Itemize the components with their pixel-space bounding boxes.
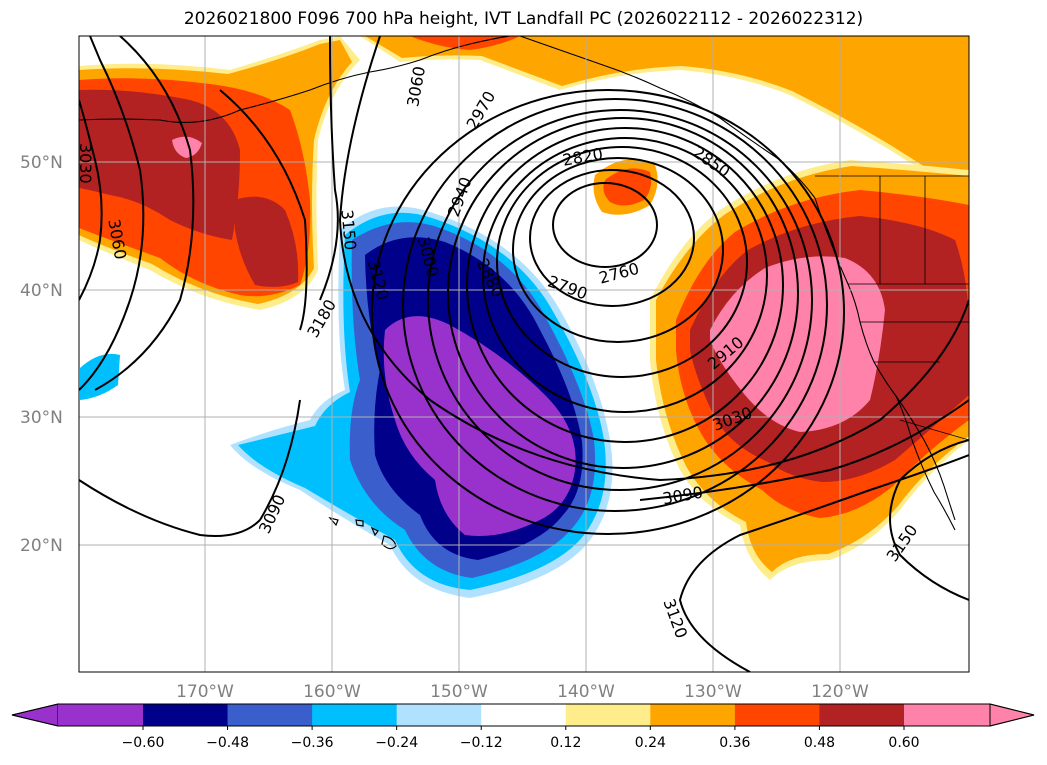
contour-3150-south (889, 439, 969, 601)
contour-3120-south (678, 454, 969, 672)
height-contours (79, 36, 969, 672)
contour-2970 (427, 109, 813, 491)
lon-label-120w: 120°W (811, 682, 869, 702)
colorbar-outline (11, 703, 1035, 727)
contour-3060 (338, 36, 969, 482)
latitude-labels: 50°N 40°N 30°N 20°N (20, 153, 63, 556)
colorbar-tick-label: 0.24 (635, 735, 666, 751)
lon-label-160w: 160°W (303, 682, 361, 702)
contour-3030 (371, 89, 845, 535)
contour-label: 3090 (661, 483, 704, 509)
lon-label-170w: 170°W (176, 682, 234, 702)
contour-3060-west-edge (79, 99, 103, 301)
contour-label: 3180 (303, 296, 340, 341)
contour-label: 3030 (76, 143, 95, 184)
contour-label: 3150 (337, 209, 359, 251)
neg-shade-purple (383, 316, 576, 536)
contour-3150-mid (319, 36, 339, 301)
contour-2820 (512, 157, 724, 343)
contour-label: 2940 (444, 174, 476, 219)
contour-label: 3060 (403, 65, 429, 108)
colorbar-segment (650, 704, 736, 726)
colorbar-segment (904, 704, 990, 726)
contour-label: 3150 (883, 521, 922, 565)
map-title: 2026021800 F096 700 hPa height, IVT Land… (183, 9, 864, 29)
state-borders (815, 175, 969, 441)
contour-3090 (79, 399, 969, 537)
lat-label-50: 50°N (20, 153, 63, 173)
lon-label-130w: 130°W (684, 682, 742, 702)
colorbar-tick-label: −0.48 (206, 735, 249, 751)
colorbar-extend-max (989, 703, 1035, 727)
longitude-labels: 170°W 160°W 150°W 140°W 130°W 120°W (176, 682, 869, 702)
colorbar: −0.60 −0.48 −0.36 −0.24 −0.12 0.12 0.24 0.36 0.4… (11, 703, 1035, 751)
pos-shade-north-orange (365, 36, 969, 195)
colorbar-tick-label: 0.12 (550, 735, 581, 751)
lat-label-30: 30°N (20, 408, 63, 428)
colorbar-segment (143, 704, 229, 726)
contour-2850 (496, 146, 748, 378)
pos-shade-east-pink (710, 256, 885, 432)
colorbar-tick-label: 0.48 (804, 735, 835, 751)
contour-label: 2850 (689, 142, 733, 181)
colorbar-segment (481, 704, 567, 726)
contour-2880 (482, 137, 768, 413)
colorbar-segment (734, 704, 820, 726)
contour-label: 3120 (659, 596, 691, 641)
colorbar-segment (565, 704, 651, 726)
contour-3150-west (94, 36, 195, 391)
lon-label-150w: 150°W (430, 682, 488, 702)
ivt-shading (79, 36, 969, 598)
colorbar-extend-min (11, 703, 59, 727)
colorbar-tick-label: −0.36 (291, 735, 334, 751)
contour-3180 (219, 89, 308, 331)
contour-label: 2760 (597, 259, 641, 288)
contour-2760 (552, 182, 658, 268)
colorbar-segment (312, 704, 398, 726)
contour-2790 (529, 169, 695, 307)
pos-shade-west-brown-tail (235, 196, 299, 287)
colorbar-tick-label: −0.24 (375, 735, 418, 751)
contour-3000 (402, 98, 828, 512)
colorbar-tick-label: 0.60 (888, 735, 919, 751)
contour-3120-west (79, 36, 145, 391)
colorbar-segment (819, 704, 905, 726)
pos-shade-west-pink (172, 136, 202, 158)
hawaii-islands (328, 516, 397, 550)
colorbar-segment (227, 704, 313, 726)
lat-label-20: 20°N (20, 536, 63, 556)
colorbar-tick-label: 0.36 (719, 735, 750, 751)
contour-2910 (466, 127, 784, 443)
contour-label: 2820 (561, 144, 604, 170)
neg-shade-cyan-islet (80, 353, 120, 400)
contour-label: 3090 (255, 492, 289, 537)
lat-label-40: 40°N (20, 281, 63, 301)
contour-label: 2970 (463, 88, 500, 133)
colorbar-tick-label: −0.60 (122, 735, 165, 751)
pos-shade-west-brown (79, 89, 240, 240)
colorbar-segment (58, 704, 143, 726)
map-frame (78, 35, 970, 673)
lon-label-140w: 140°W (557, 682, 615, 702)
contour-2940 (447, 117, 799, 469)
colorbar-segment (396, 704, 482, 726)
colorbar-tick-label: −0.12 (460, 735, 503, 751)
